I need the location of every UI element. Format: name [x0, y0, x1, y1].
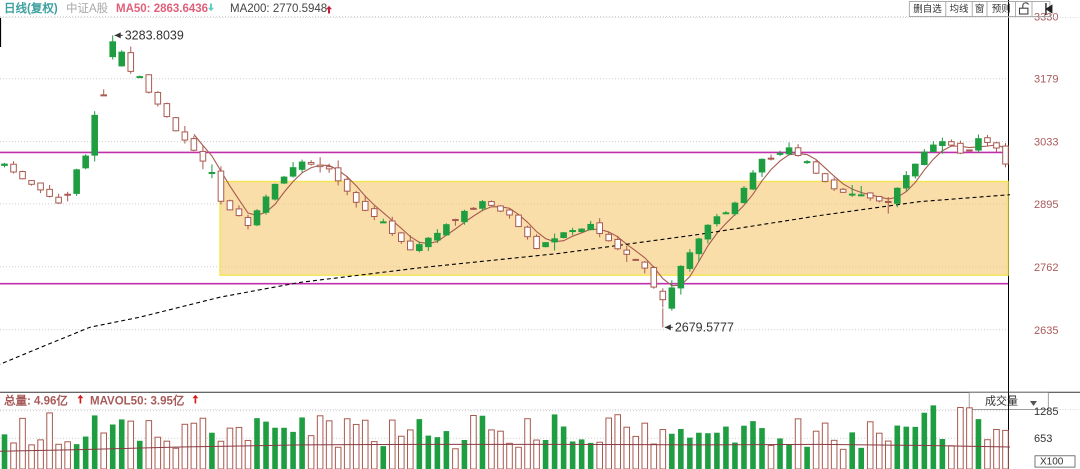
- svg-text:均线: 均线: [949, 3, 969, 15]
- svg-text:2679.5777: 2679.5777: [675, 320, 734, 334]
- svg-text:预则: 预则: [992, 3, 1011, 15]
- svg-text:日线(复权): 日线(复权): [4, 1, 58, 15]
- svg-text:2635: 2635: [1034, 325, 1058, 337]
- svg-text:653: 653: [1034, 433, 1052, 445]
- svg-text:2895: 2895: [1034, 199, 1058, 211]
- svg-text:3033: 3033: [1034, 137, 1058, 149]
- svg-text:3283.8039: 3283.8039: [125, 28, 184, 42]
- svg-text:MA50: 2863.6436: MA50: 2863.6436: [116, 3, 208, 15]
- svg-text:MAVOL50: 3.95亿: MAVOL50: 3.95亿: [90, 394, 185, 408]
- svg-text:2762: 2762: [1034, 262, 1058, 274]
- svg-text:删自选: 删自选: [913, 3, 942, 15]
- svg-text:中证A股: 中证A股: [66, 2, 109, 15]
- svg-text:窗: 窗: [975, 3, 985, 15]
- svg-text:成交量: 成交量: [985, 394, 1018, 408]
- svg-text:X100: X100: [1040, 457, 1064, 468]
- svg-text:1285: 1285: [1034, 406, 1058, 418]
- svg-text:MA200: 2770.5948: MA200: 2770.5948: [230, 3, 327, 15]
- svg-text:3179: 3179: [1034, 74, 1058, 86]
- svg-text:总量: 4.96亿: 总量: 4.96亿: [4, 394, 68, 408]
